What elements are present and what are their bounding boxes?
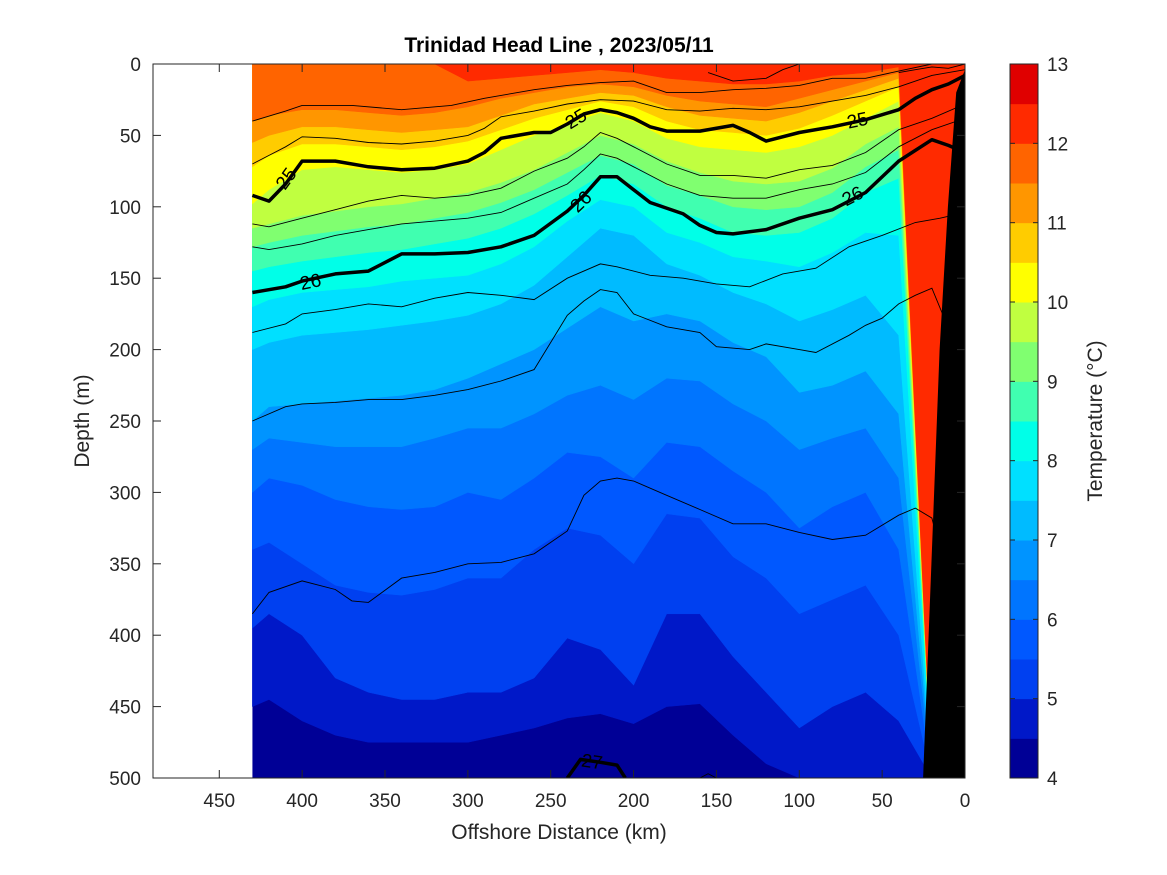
- colorbar-tick-label: 12: [1047, 134, 1068, 155]
- colorbar-tick-label: 13: [1047, 55, 1068, 76]
- colorbar-swatch: [1010, 143, 1038, 184]
- density-contour-25: [251, 73, 965, 203]
- x-axis-ticks: 450 400 350 300 250 200 150 100 50 0: [203, 64, 970, 812]
- density-contour-thin: [699, 773, 717, 778]
- x-tick-label: 450: [203, 791, 235, 812]
- y-tick-label: 350: [109, 555, 141, 576]
- colorbar-swatch: [1010, 619, 1038, 660]
- y-tick-label: 0: [130, 55, 141, 76]
- colorbar-swatch: [1010, 262, 1038, 303]
- colorbar-tick-label: 11: [1047, 214, 1067, 235]
- colorbar-swatch: [1010, 500, 1038, 541]
- colorbar-swatch: [1010, 103, 1038, 144]
- colorbar-tick-label: 4: [1047, 769, 1058, 790]
- colorbar-tick-label: 5: [1047, 690, 1058, 711]
- temperature-band-8.5: [252, 64, 965, 778]
- y-axis-ticks: 0 50 100 150 200 250 300 350 400 450 500: [109, 55, 965, 790]
- x-tick-label: 350: [369, 791, 401, 812]
- colorbar-swatch: [1010, 540, 1038, 581]
- colorbar-tick-label: 9: [1047, 372, 1058, 393]
- x-tick-label: 100: [783, 791, 815, 812]
- density-contour-thin: [707, 64, 800, 82]
- colorbar-swatch: [1010, 64, 1038, 105]
- density-contour-27: [565, 757, 627, 778]
- density-contour-thin: [252, 212, 965, 333]
- bathymetry-shape: [923, 70, 965, 778]
- x-tick-label: 50: [872, 791, 893, 812]
- chart-title: Trinidad Head Line , 2023/05/11: [404, 34, 714, 57]
- x-tick-label: 300: [452, 791, 484, 812]
- temperature-band-11.5: [252, 64, 965, 778]
- colorbar-tick-label: 10: [1047, 293, 1068, 314]
- y-axis-label: Depth (m): [71, 374, 94, 467]
- colorbar-swatch: [1010, 381, 1038, 422]
- density-contour-thin: [898, 64, 965, 74]
- contour-label-text: 26: [298, 270, 323, 295]
- contour-label-26: 26: [298, 270, 323, 295]
- y-tick-label: 300: [109, 483, 141, 504]
- x-tick-label: 400: [286, 791, 318, 812]
- y-tick-label: 450: [109, 698, 141, 719]
- temperature-band-11: [252, 64, 965, 778]
- y-tick-label: 400: [109, 626, 141, 647]
- colorbar: 4 5 6 7 8 9 10 11 12 13: [1009, 55, 1068, 790]
- x-tick-label: 150: [701, 791, 733, 812]
- y-tick-label: 150: [109, 269, 141, 290]
- colorbar-frame: [1009, 63, 1039, 779]
- density-contour-thin: [252, 64, 932, 122]
- y-tick-label: 500: [109, 769, 141, 790]
- x-tick-label: 0: [960, 791, 971, 812]
- x-axis-label: Offshore Distance (km): [451, 821, 667, 844]
- contour-label-27: 27: [580, 750, 604, 774]
- density-contours-thin: [252, 64, 965, 778]
- bathymetry-mask: [923, 70, 965, 778]
- temperature-band-10.5: [252, 64, 965, 778]
- colorbar-swatch: [1010, 302, 1038, 343]
- colorbar-swatch: [1010, 341, 1038, 382]
- x-tick-label: 250: [535, 791, 567, 812]
- contour-label-25: 25: [845, 109, 870, 134]
- colorbar-swatch: [1010, 421, 1038, 462]
- density-contours-bold: [251, 73, 965, 778]
- density-contour-26: [252, 137, 965, 295]
- y-tick-label: 100: [109, 198, 141, 219]
- colorbar-swatch: [1010, 222, 1038, 263]
- colorbar-swatch: [1010, 659, 1038, 700]
- y-tick-label: 250: [109, 412, 141, 433]
- colorbar-tick-label: 6: [1047, 610, 1058, 631]
- x-tick-label: 200: [618, 791, 650, 812]
- colorbar-label: Temperature (°C): [1084, 340, 1107, 501]
- y-tick-label: 50: [120, 126, 141, 147]
- colorbar-swatch: [1010, 460, 1038, 501]
- y-tick-label: 200: [109, 341, 141, 362]
- temperature-fills: [252, 64, 965, 778]
- colorbar-swatch: [1010, 738, 1038, 779]
- contour-label-text: 27: [580, 750, 604, 774]
- density-contour-thin: [252, 477, 965, 615]
- density-contour-thin: [252, 117, 965, 251]
- colorbar-tick-label: 8: [1047, 452, 1058, 473]
- colorbar-swatch: [1010, 579, 1038, 620]
- temperature-band-12: [252, 64, 965, 778]
- density-contour-thin: [252, 103, 965, 228]
- colorbar-swatch: [1010, 183, 1038, 224]
- density-contour-thin: [252, 69, 965, 165]
- density-contour-thin: [252, 287, 965, 422]
- colorbar-swatch: [1010, 698, 1038, 739]
- colorbar-tick-label: 7: [1047, 531, 1058, 552]
- contour-label-text: 25: [845, 109, 870, 134]
